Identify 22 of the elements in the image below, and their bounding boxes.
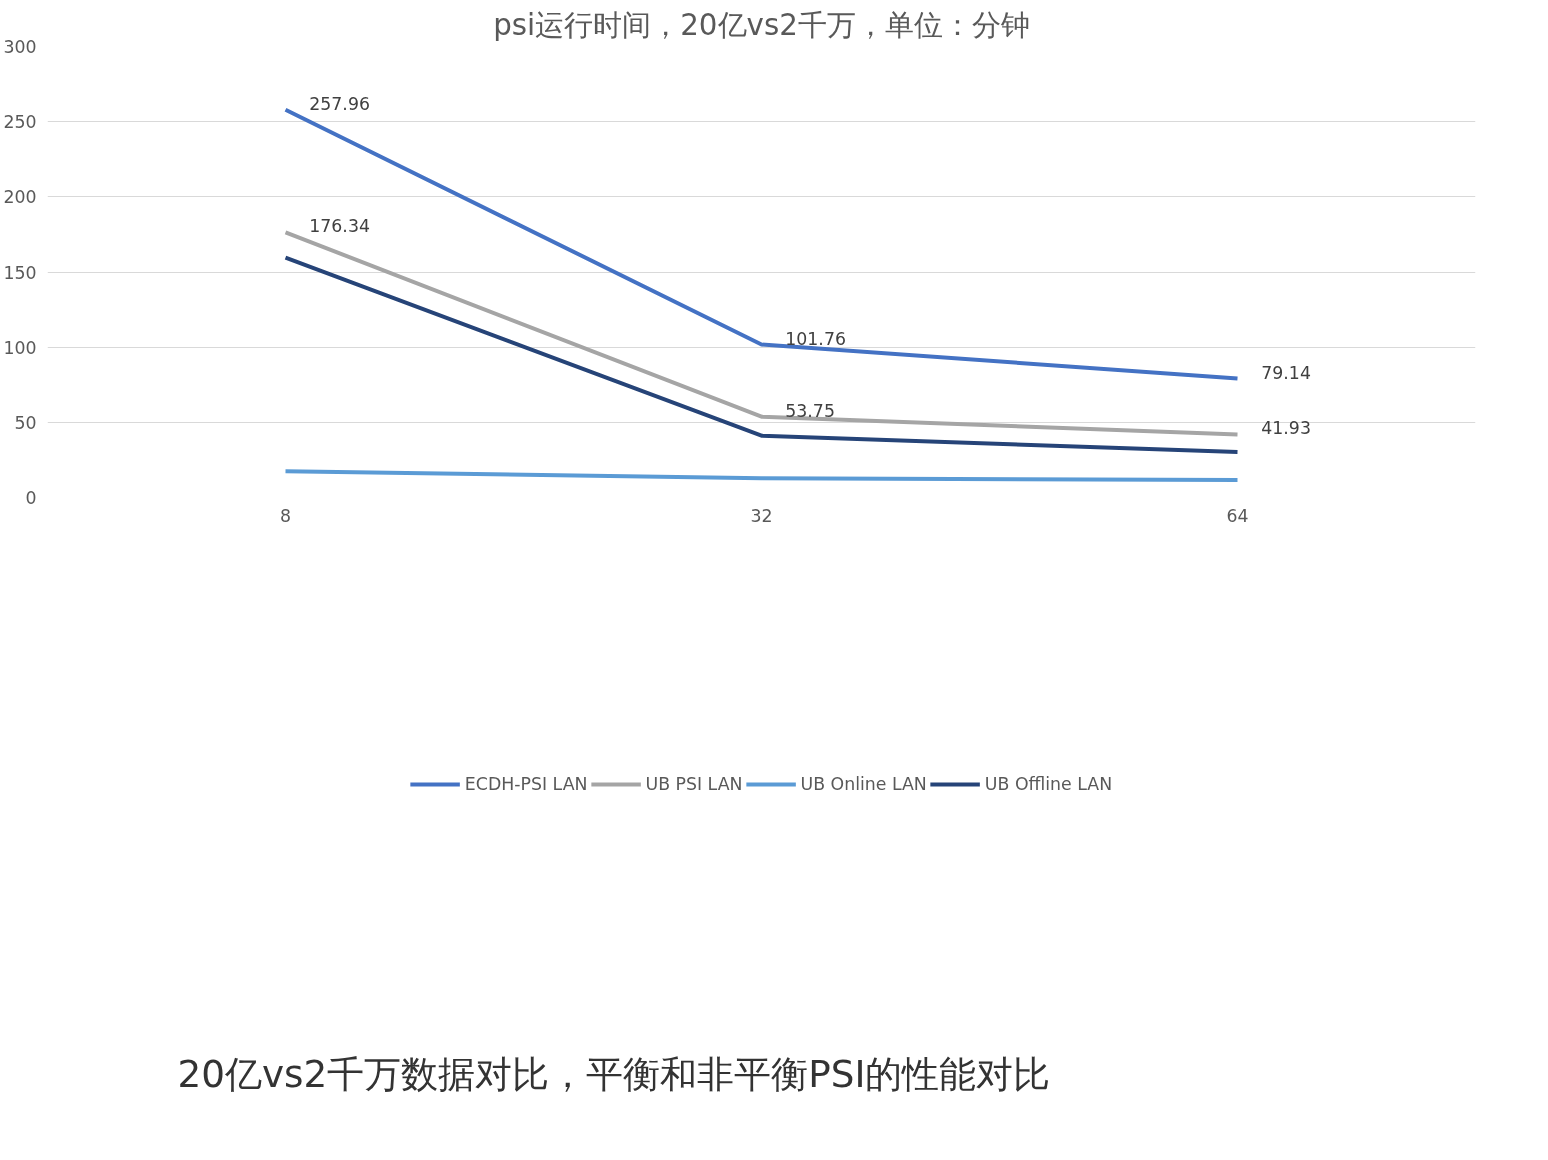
data-label: 257.96 [309,93,370,114]
y-tick-label: 200 [3,187,37,208]
legend-label: UB Offline LAN [984,773,1113,794]
y-tick-label: 0 [25,488,37,508]
data-label: 101.76 [785,328,846,349]
y-tick-label: 50 [14,412,37,433]
y-tick-label: 150 [3,262,37,283]
data-label: 53.75 [785,400,835,421]
legend-label: ECDH-PSI LAN [464,773,588,794]
data-label: 79.14 [1261,362,1311,383]
y-tick-label: 100 [3,337,37,358]
legend-label: UB Online LAN [800,773,927,794]
legend-label: UB PSI LAN [645,773,743,794]
data-label: 176.34 [309,216,370,237]
x-tick-label: 8 [279,505,292,526]
x-tick-label: 64 [1226,505,1249,526]
text: 20亿vs2千万数据对比，平衡和非平衡PSI的性能对比 [177,1051,1051,1096]
x-tick-label: 32 [750,505,773,526]
chart-title: psi运行时间，20亿vs2千万，单位：分钟 [493,7,1030,42]
data-label: 41.93 [1261,418,1311,439]
y-tick-label: 300 [3,37,37,57]
y-tick-label: 250 [3,112,37,133]
